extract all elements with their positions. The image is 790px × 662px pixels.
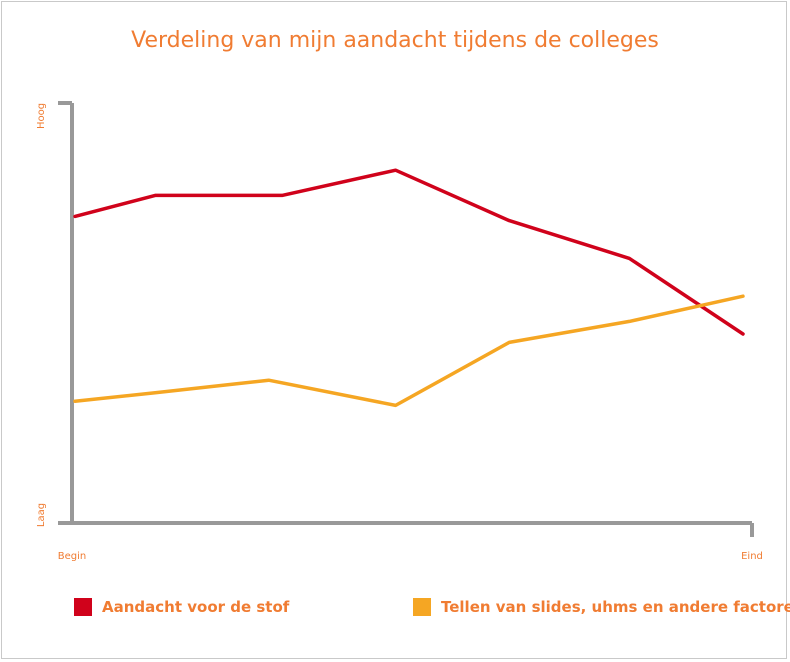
x-tick-label-end: Eind (741, 551, 763, 562)
y-tick-label-high: Hoog (36, 103, 47, 129)
legend-item-counting: Tellen van slides, uhms en andere factor… (413, 598, 790, 616)
series-layer (73, 168, 745, 408)
legend-swatch-attention (74, 598, 92, 616)
legend-swatch-counting (413, 598, 431, 616)
y-tick-label-low: Laag (36, 503, 47, 527)
x-tick-label-begin: Begin (58, 551, 86, 562)
legend-label-attention: Aandacht voor de stof (102, 598, 290, 616)
chart-title: Verdeling van mijn aandacht tijdens de c… (131, 28, 659, 53)
series-line-attention (73, 168, 745, 336)
x-axis (72, 521, 754, 537)
legend-label-counting: Tellen van slides, uhms en andere factor… (441, 598, 790, 616)
y-axis (58, 101, 74, 525)
series-line-counting (73, 294, 745, 408)
legend-item-attention: Aandacht voor de stof (74, 598, 289, 616)
